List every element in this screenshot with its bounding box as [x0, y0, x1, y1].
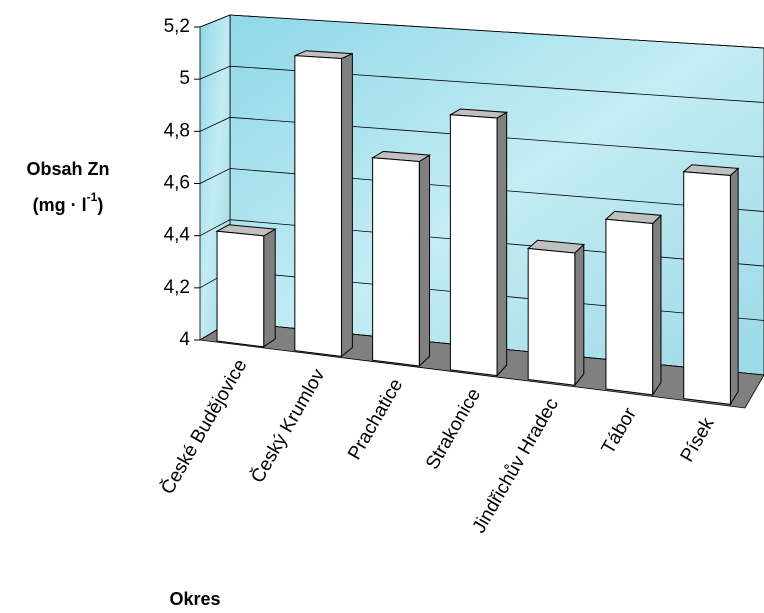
- bar: [606, 219, 653, 395]
- bar-side: [419, 155, 429, 366]
- bar-side: [575, 244, 584, 385]
- y-axis-label: Obsah Zn: [26, 159, 109, 179]
- x-tick-label: Jindřichův Hradec: [469, 395, 563, 537]
- x-tick-label: Český Krumlov: [246, 365, 329, 487]
- y-tick-label: 4,4: [164, 225, 191, 246]
- y-tick-label: 5,2: [164, 16, 190, 37]
- bar-side: [497, 112, 507, 375]
- x-tick-label: Prachatice: [344, 375, 407, 463]
- y-axis-label-part: (mg · l: [33, 195, 87, 215]
- bar-side: [342, 54, 353, 357]
- y-tick-label: 4,2: [164, 277, 190, 298]
- x-axis-label: Okres: [169, 589, 220, 609]
- y-tick-label: 4,8: [164, 120, 190, 141]
- bar-side: [264, 229, 275, 347]
- y-tick-label: 4,6: [164, 173, 190, 194]
- bar-side: [653, 215, 661, 394]
- x-tick-label: České Budějovice: [156, 355, 251, 498]
- bar: [684, 172, 731, 405]
- bar: [528, 248, 575, 385]
- y-tick-label: 4: [179, 329, 190, 350]
- x-tick-label: Písek: [677, 414, 719, 466]
- y-tick-label: 5: [179, 68, 190, 89]
- bar: [373, 158, 420, 366]
- x-tick-label: Strakonice: [422, 385, 485, 473]
- bar: [295, 56, 342, 357]
- y-axis-label: (mg · l-1): [33, 190, 104, 215]
- bar: [450, 115, 497, 376]
- bar-side: [730, 168, 738, 404]
- chart: 4 4,2 4,4 4,6 4,8 5 5,2 České BudějoviceČeský K…: [0, 0, 764, 613]
- bar: [217, 231, 264, 347]
- y-axis-label-part: ): [97, 195, 103, 215]
- y-axis-label-sup: -1: [87, 190, 98, 204]
- x-tick-label: Tábor: [598, 404, 641, 458]
